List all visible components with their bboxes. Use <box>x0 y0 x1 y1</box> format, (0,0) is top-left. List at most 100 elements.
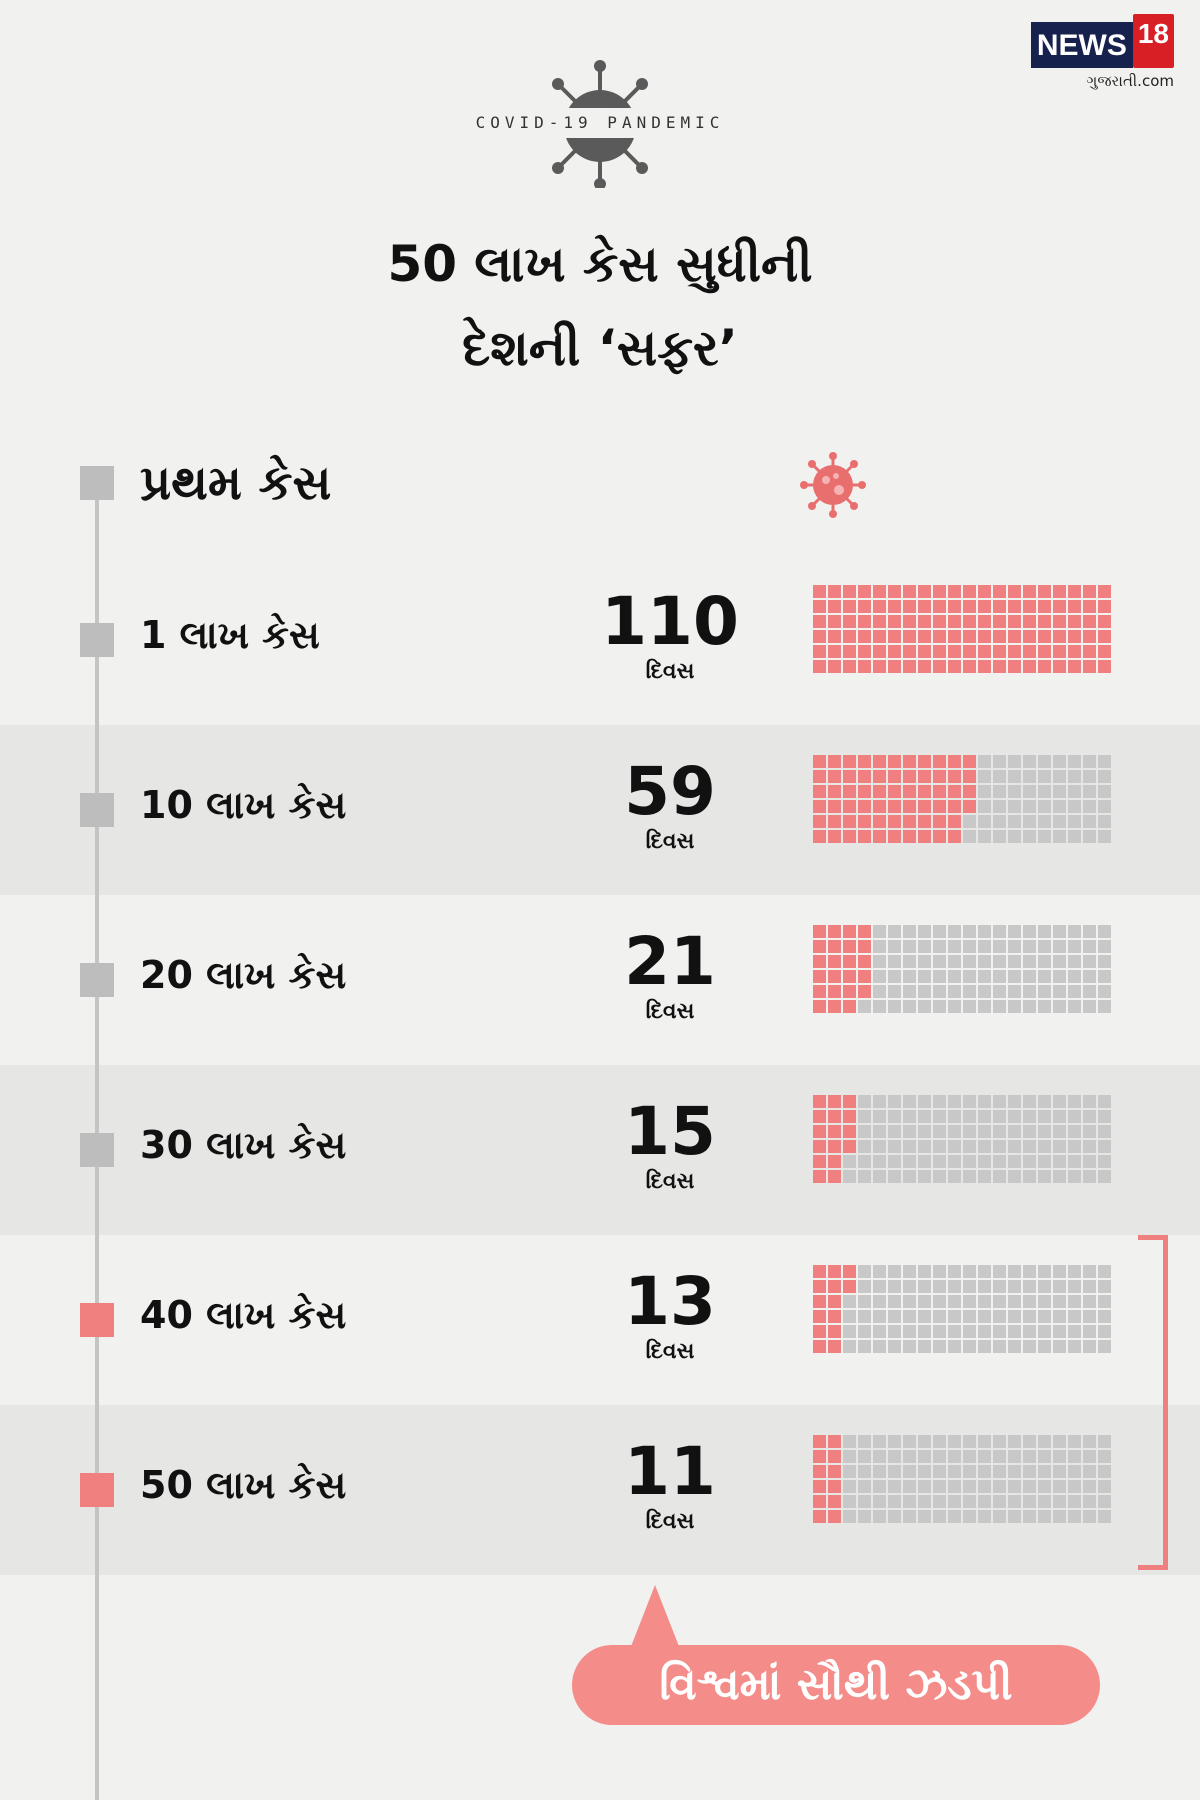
waffle-cell-filled <box>843 985 856 998</box>
title-line-2: દેશની ‘સફર’ <box>462 319 738 377</box>
waffle-cell-empty <box>858 1480 871 1493</box>
waffle-cell-empty <box>993 1340 1006 1353</box>
waffle-cell-filled <box>813 970 826 983</box>
days-unit: દિવસ <box>645 999 695 1024</box>
waffle-cell-filled <box>888 615 901 628</box>
waffle-cell-filled <box>1068 585 1081 598</box>
waffle-cell-empty <box>918 1310 931 1323</box>
waffle-cell-empty <box>843 1435 856 1448</box>
waffle-cell-empty <box>993 1435 1006 1448</box>
waffle-cell-filled <box>828 815 841 828</box>
waffle-cell-empty <box>1083 1110 1096 1123</box>
waffle-cell-empty <box>903 1465 916 1478</box>
waffle-cell-empty <box>1068 1125 1081 1138</box>
waffle-cell-filled <box>828 1170 841 1183</box>
waffle-cell-filled <box>843 955 856 968</box>
waffle-cell-empty <box>993 1155 1006 1168</box>
waffle-cell-empty <box>1008 770 1021 783</box>
waffle-cell-empty <box>1098 985 1111 998</box>
waffle-cell-empty <box>1038 1325 1051 1338</box>
waffle-cell-empty <box>903 985 916 998</box>
waffle-cell-empty <box>1023 785 1036 798</box>
waffle-cell-empty <box>1098 830 1111 843</box>
waffle-cell-empty <box>843 1295 856 1308</box>
waffle-cell-empty <box>918 1140 931 1153</box>
waffle-cell-empty <box>1083 1295 1096 1308</box>
waffle-cell-empty <box>1038 800 1051 813</box>
waffle-cell-empty <box>933 985 946 998</box>
timeline-marker <box>80 466 114 500</box>
waffle-cell-empty <box>933 1170 946 1183</box>
waffle-cell-filled <box>843 585 856 598</box>
waffle-cell-empty <box>978 1000 991 1013</box>
waffle-cell-filled <box>813 645 826 658</box>
waffle-cell-empty <box>903 1510 916 1523</box>
waffle-cell-filled <box>1008 645 1021 658</box>
waffle-cell-empty <box>1038 1510 1051 1523</box>
waffle-cell-filled <box>813 1495 826 1508</box>
waffle-cell-empty <box>963 985 976 998</box>
waffle-cell-empty <box>993 1125 1006 1138</box>
waffle-cell-empty <box>1038 955 1051 968</box>
waffle-cell-empty <box>888 1510 901 1523</box>
waffle-cell-empty <box>948 1155 961 1168</box>
waffle-cell-empty <box>978 940 991 953</box>
waffle-cell-empty <box>873 1510 886 1523</box>
waffle-cell-empty <box>993 1170 1006 1183</box>
waffle-cell-empty <box>1023 755 1036 768</box>
waffle-cell-empty <box>963 1495 976 1508</box>
waffle-cell-empty <box>1008 1310 1021 1323</box>
waffle-cell-filled <box>828 1110 841 1123</box>
waffle-cell-filled <box>843 1265 856 1278</box>
waffle-cell-empty <box>948 940 961 953</box>
waffle-cell-filled <box>1038 600 1051 613</box>
waffle-cell-filled <box>918 800 931 813</box>
waffle-cell-filled <box>813 1280 826 1293</box>
waffle-cell-empty <box>1083 1000 1096 1013</box>
waffle-cell-filled <box>828 1095 841 1108</box>
waffle-cell-filled <box>1068 645 1081 658</box>
waffle-cell-empty <box>963 925 976 938</box>
waffle-cell-empty <box>843 1510 856 1523</box>
waffle-cell-empty <box>1008 1340 1021 1353</box>
waffle-cell-empty <box>1068 1280 1081 1293</box>
waffle-cell-empty <box>993 770 1006 783</box>
waffle-cell-filled <box>858 940 871 953</box>
waffle-cell-empty <box>948 1140 961 1153</box>
waffle-cell-empty <box>1053 1295 1066 1308</box>
waffle-cell-empty <box>1038 940 1051 953</box>
waffle-cell-empty <box>888 1495 901 1508</box>
waffle-cell-filled <box>813 785 826 798</box>
waffle-cell-empty <box>903 1435 916 1448</box>
waffle-cell-empty <box>1098 970 1111 983</box>
waffle-cell-empty <box>1023 1480 1036 1493</box>
waffle-cell-filled <box>993 630 1006 643</box>
waffle-cell-empty <box>843 1155 856 1168</box>
waffle-cell-filled <box>903 830 916 843</box>
waffle-cell-empty <box>843 1340 856 1353</box>
waffle-cell-filled <box>828 970 841 983</box>
waffle-cell-empty <box>1038 970 1051 983</box>
waffle-cell-empty <box>843 1325 856 1338</box>
waffle-cell-filled <box>858 970 871 983</box>
waffle-cell-filled <box>933 645 946 658</box>
waffle-cell-empty <box>918 955 931 968</box>
waffle-cell-empty <box>1023 1495 1036 1508</box>
waffle-cell-filled <box>963 600 976 613</box>
waffle-cell-filled <box>1053 630 1066 643</box>
waffle-cell-filled <box>858 955 871 968</box>
waffle-cell-empty <box>1083 970 1096 983</box>
waffle-cell-empty <box>1068 1435 1081 1448</box>
waffle-cell-empty <box>1068 1170 1081 1183</box>
waffle-cell-empty <box>978 1295 991 1308</box>
waffle-cell-filled <box>918 660 931 673</box>
waffle-cell-empty <box>888 955 901 968</box>
waffle-cell-filled <box>918 770 931 783</box>
waffle-cell-empty <box>1008 1155 1021 1168</box>
waffle-cell-empty <box>1038 1000 1051 1013</box>
waffle-cell-empty <box>963 1170 976 1183</box>
waffle-cell-empty <box>1008 1170 1021 1183</box>
waffle-cell-empty <box>948 1450 961 1463</box>
waffle-cell-filled <box>843 940 856 953</box>
waffle-cell-empty <box>873 1265 886 1278</box>
